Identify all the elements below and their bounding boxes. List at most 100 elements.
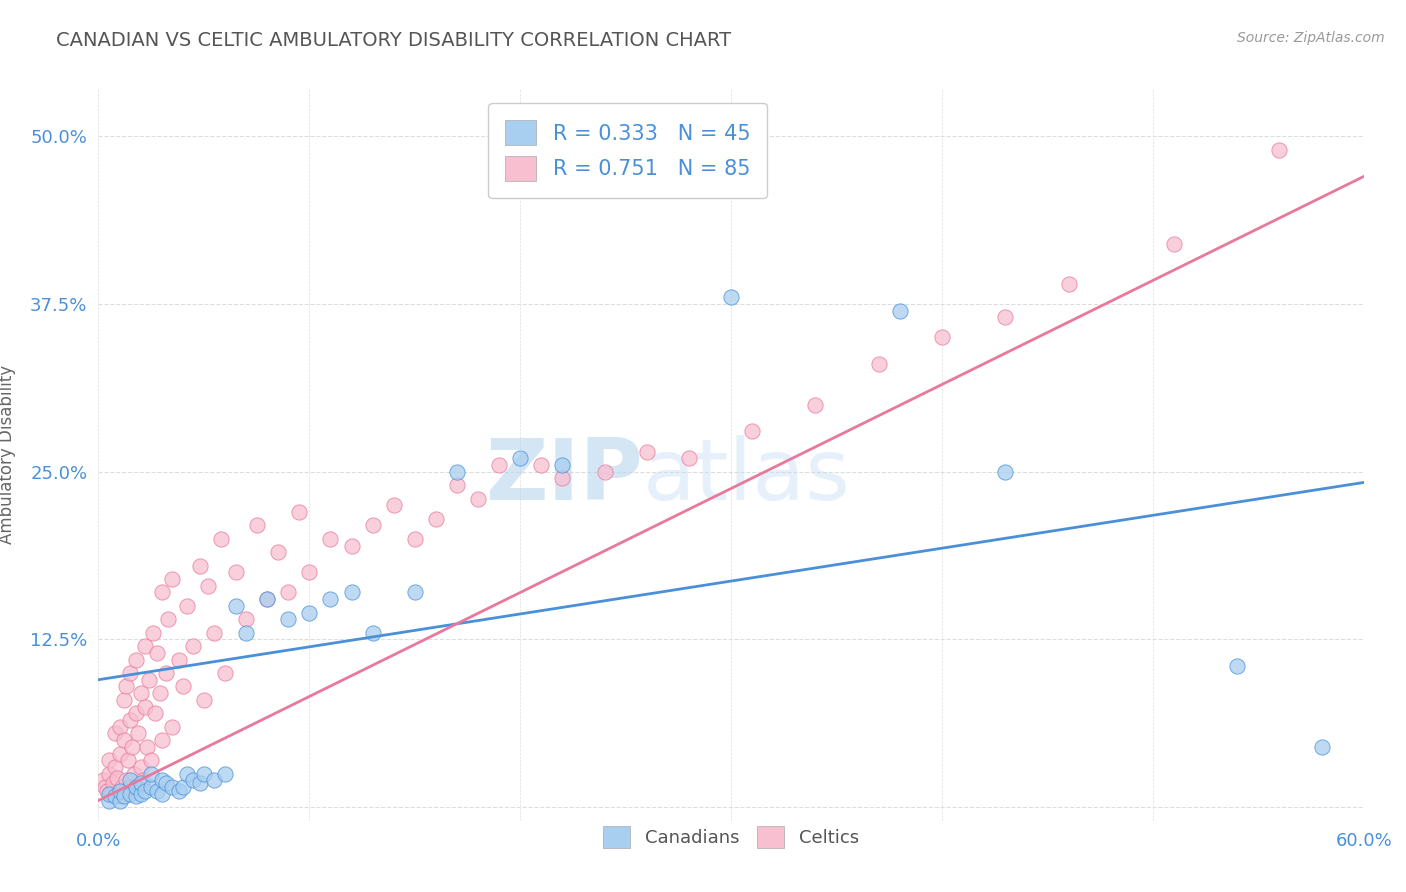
Point	[868, 357, 890, 371]
Point	[361, 625, 384, 640]
Point	[204, 773, 226, 788]
Point	[287, 505, 309, 519]
Point	[150, 585, 173, 599]
Point	[149, 686, 172, 700]
Point	[112, 789, 135, 804]
Point	[115, 773, 138, 788]
Point	[104, 726, 127, 740]
Text: Source: ZipAtlas.com: Source: ZipAtlas.com	[1237, 31, 1385, 45]
Point	[117, 753, 139, 767]
Point	[120, 665, 141, 680]
Point	[129, 787, 152, 801]
Point	[183, 773, 205, 788]
Point	[141, 753, 163, 767]
Point	[404, 532, 426, 546]
Point	[167, 652, 190, 666]
Text: ZIP: ZIP	[485, 435, 643, 518]
Point	[104, 789, 127, 804]
Point	[98, 787, 121, 801]
Point	[146, 784, 169, 798]
Point	[162, 780, 183, 794]
Point	[425, 511, 447, 525]
Point	[108, 789, 131, 804]
Point	[446, 465, 468, 479]
Point	[467, 491, 489, 506]
Point	[361, 518, 384, 533]
Point	[162, 572, 183, 586]
Point	[132, 773, 155, 788]
Text: CANADIAN VS CELTIC AMBULATORY DISABILITY CORRELATION CHART: CANADIAN VS CELTIC AMBULATORY DISABILITY…	[56, 31, 731, 50]
Point	[172, 780, 194, 794]
Point	[488, 458, 510, 472]
Point	[267, 545, 290, 559]
Point	[1310, 739, 1333, 754]
Point	[530, 458, 553, 472]
Point	[120, 713, 141, 727]
Point	[197, 579, 219, 593]
Point	[172, 680, 194, 694]
Point	[214, 665, 236, 680]
Point	[188, 776, 211, 790]
Point	[129, 686, 152, 700]
Point	[120, 780, 141, 794]
Point	[382, 498, 405, 512]
Point	[246, 518, 269, 533]
Point	[125, 652, 148, 666]
Point	[277, 612, 299, 626]
Point	[193, 693, 215, 707]
Point	[103, 776, 125, 790]
Point	[176, 599, 198, 613]
Point	[128, 726, 150, 740]
Point	[994, 310, 1017, 325]
Point	[129, 760, 152, 774]
Point	[115, 680, 138, 694]
Point	[162, 720, 183, 734]
Point	[277, 585, 299, 599]
Point	[134, 639, 156, 653]
Point	[93, 780, 117, 794]
Point	[1163, 236, 1185, 251]
Point	[96, 784, 118, 798]
Point	[111, 780, 132, 794]
Point	[124, 766, 146, 780]
Point	[120, 787, 141, 801]
Point	[134, 699, 156, 714]
Point	[108, 793, 131, 807]
Point	[298, 566, 321, 580]
Point	[340, 539, 363, 553]
Point	[509, 451, 531, 466]
Point	[98, 766, 121, 780]
Point	[235, 612, 257, 626]
Point	[108, 747, 131, 761]
Text: atlas: atlas	[643, 435, 851, 518]
Point	[150, 733, 173, 747]
Point	[155, 665, 177, 680]
Point	[91, 773, 114, 788]
Point	[209, 532, 232, 546]
Point	[225, 566, 247, 580]
Point	[125, 780, 148, 794]
Y-axis label: Ambulatory Disability: Ambulatory Disability	[0, 366, 15, 544]
Point	[183, 639, 205, 653]
Point	[150, 787, 173, 801]
Point	[100, 787, 122, 801]
Point	[108, 720, 131, 734]
Point	[319, 592, 342, 607]
Point	[104, 760, 127, 774]
Point	[340, 585, 363, 599]
Point	[804, 398, 827, 412]
Point	[1057, 277, 1080, 291]
Point	[593, 465, 616, 479]
Point	[136, 739, 159, 754]
Point	[551, 471, 574, 485]
Point	[155, 776, 177, 790]
Point	[141, 766, 163, 780]
Point	[678, 451, 700, 466]
Point	[167, 784, 190, 798]
Point	[138, 673, 160, 687]
Point	[145, 706, 166, 721]
Point	[551, 458, 574, 472]
Point	[446, 478, 468, 492]
Point	[176, 766, 198, 780]
Point	[125, 706, 148, 721]
